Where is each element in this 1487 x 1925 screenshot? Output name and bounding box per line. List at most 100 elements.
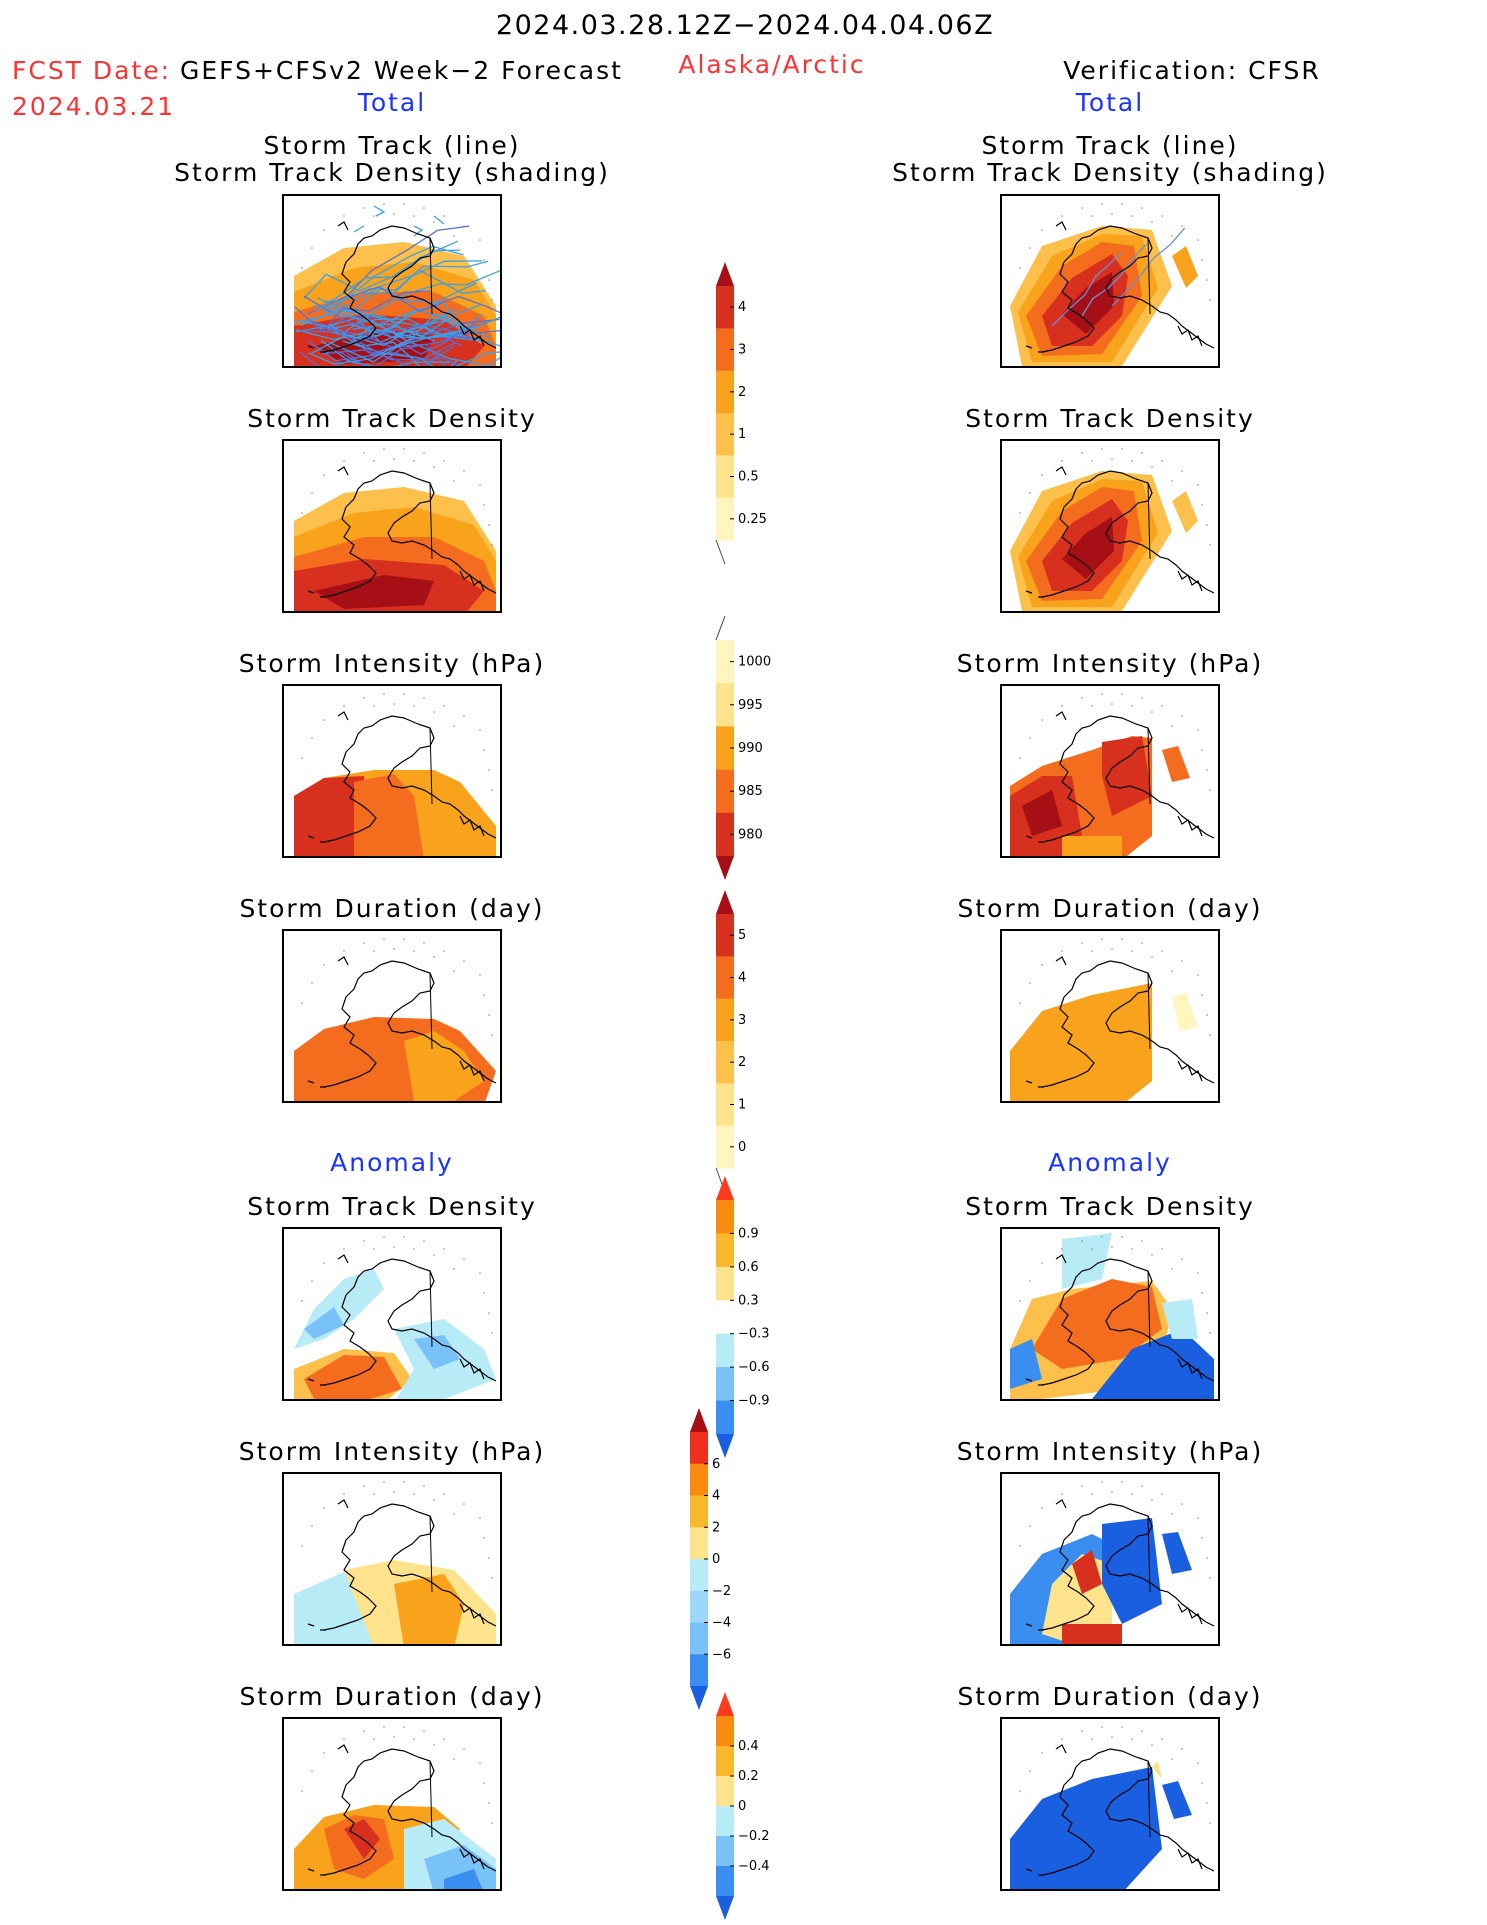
shaded-region bbox=[404, 1031, 484, 1101]
grid-dot bbox=[393, 1246, 395, 1248]
coastline bbox=[307, 1254, 485, 1386]
border-line bbox=[1147, 1270, 1151, 1348]
grid-dot bbox=[343, 1248, 345, 1250]
shaded-region bbox=[1062, 517, 1114, 579]
grid-dot bbox=[1121, 1481, 1123, 1483]
border-line bbox=[1147, 1760, 1151, 1838]
grid-dot bbox=[491, 1822, 493, 1824]
grid-dot bbox=[1061, 460, 1063, 462]
coastline bbox=[307, 711, 485, 843]
border-line bbox=[429, 237, 433, 315]
grid-dot bbox=[1029, 492, 1031, 494]
grid-dot bbox=[1121, 203, 1123, 205]
colorbar-swatch bbox=[716, 1233, 734, 1268]
grid-dot bbox=[433, 1499, 435, 1501]
colorbar-swatch bbox=[716, 726, 734, 771]
map-panel-row1-verification bbox=[1000, 194, 1220, 368]
grid-dot bbox=[373, 950, 375, 952]
grid-dot bbox=[301, 1545, 303, 1547]
coastline bbox=[1025, 1744, 1203, 1876]
grid-dot bbox=[323, 1507, 325, 1509]
colorbar-tick-label: −6 bbox=[712, 1647, 731, 1662]
grid-dot bbox=[453, 970, 455, 972]
grid-dot bbox=[1019, 1545, 1021, 1547]
grid-dot bbox=[343, 1738, 345, 1740]
grid-dot bbox=[343, 950, 345, 952]
coastline bbox=[323, 996, 377, 1088]
colorbar-tick-label: 0.9 bbox=[738, 1226, 759, 1241]
grid-dot bbox=[491, 544, 493, 546]
grid-dot bbox=[1161, 460, 1163, 462]
storm-track-lines bbox=[293, 205, 500, 366]
border-line bbox=[429, 727, 433, 805]
grid-dot bbox=[463, 470, 465, 472]
colorbar-swatch bbox=[690, 1432, 708, 1465]
grid-dot bbox=[433, 711, 435, 713]
coastline bbox=[323, 506, 377, 598]
row4-title-right: Storm Duration (day) bbox=[957, 894, 1263, 923]
grid-dot bbox=[343, 215, 345, 217]
grid-dot bbox=[1141, 452, 1143, 454]
grid-dot bbox=[1161, 705, 1163, 707]
period-title: 2024.03.28.12Z−2024.04.04.06Z bbox=[495, 10, 995, 41]
grid-dot bbox=[491, 1034, 493, 1036]
colorbar-arrow-top bbox=[716, 1176, 734, 1200]
colorbar-swatch bbox=[716, 455, 734, 499]
shaded-region bbox=[1162, 1781, 1192, 1819]
border-line bbox=[1147, 482, 1151, 560]
colorbar-tick-label: −0.4 bbox=[738, 1859, 770, 1874]
grid-dot bbox=[1206, 1312, 1208, 1314]
colorbar-tick-label: 4 bbox=[738, 300, 746, 315]
grid-dot bbox=[1121, 693, 1123, 695]
border-line bbox=[429, 972, 433, 1050]
colorbar-tick-label: 2 bbox=[712, 1520, 720, 1535]
grid-dot bbox=[301, 1790, 303, 1792]
colorbar-swatch bbox=[716, 1083, 734, 1127]
grid-dot bbox=[1041, 964, 1043, 966]
grid-dot bbox=[343, 1493, 345, 1495]
colorbar-swatch bbox=[716, 497, 734, 541]
grid-dot bbox=[311, 982, 313, 984]
grid-dot bbox=[383, 203, 385, 205]
grid-dot bbox=[1101, 448, 1103, 450]
colorbar-intensity: 1000 995 990 985 980 bbox=[715, 615, 796, 880]
grid-dot bbox=[1091, 1493, 1093, 1495]
grid-dot bbox=[1111, 1491, 1113, 1493]
fcst-date-label: FCST Date: bbox=[12, 56, 172, 85]
colorbar-tick-label: 1000 bbox=[738, 655, 771, 670]
colorbar-tick-label: −2 bbox=[712, 1584, 731, 1599]
grid-dot bbox=[1206, 1557, 1208, 1559]
grid-dot bbox=[1209, 544, 1211, 546]
grid-dot bbox=[1101, 203, 1103, 205]
grid-dot bbox=[423, 1240, 425, 1242]
grid-dot bbox=[488, 1557, 490, 1559]
colorbar-tick-label: 990 bbox=[738, 741, 763, 756]
grid-dot bbox=[1141, 207, 1143, 209]
grid-dot bbox=[1197, 1272, 1199, 1274]
grid-dot bbox=[1181, 1503, 1183, 1505]
grid-dot bbox=[443, 705, 445, 707]
grid-dot bbox=[1151, 956, 1153, 958]
total-label-left: Total bbox=[357, 88, 427, 117]
coastline bbox=[1041, 506, 1095, 598]
colorbar-swatch bbox=[716, 1746, 734, 1777]
coastline bbox=[323, 261, 377, 353]
grid-dot bbox=[1151, 1499, 1153, 1501]
grid-dot bbox=[393, 458, 395, 460]
grid-dot bbox=[1161, 1738, 1163, 1740]
grid-dot bbox=[1206, 1014, 1208, 1016]
grid-dot bbox=[1131, 1248, 1133, 1250]
grid-dot bbox=[1151, 711, 1153, 713]
grid-dot bbox=[1081, 1730, 1083, 1732]
coastline bbox=[323, 1784, 377, 1876]
border-line bbox=[1147, 727, 1151, 805]
storm-track-lines bbox=[1051, 227, 1186, 327]
grid-dot bbox=[488, 1014, 490, 1016]
grid-dot bbox=[1201, 504, 1203, 506]
grid-dot bbox=[1209, 1822, 1211, 1824]
grid-dot bbox=[1111, 213, 1113, 215]
grid-dot bbox=[1181, 1748, 1183, 1750]
row1-title1-right: Storm Track (line) bbox=[981, 131, 1239, 160]
coastline bbox=[345, 470, 497, 594]
colorbar-tick-label: 3 bbox=[738, 343, 746, 358]
